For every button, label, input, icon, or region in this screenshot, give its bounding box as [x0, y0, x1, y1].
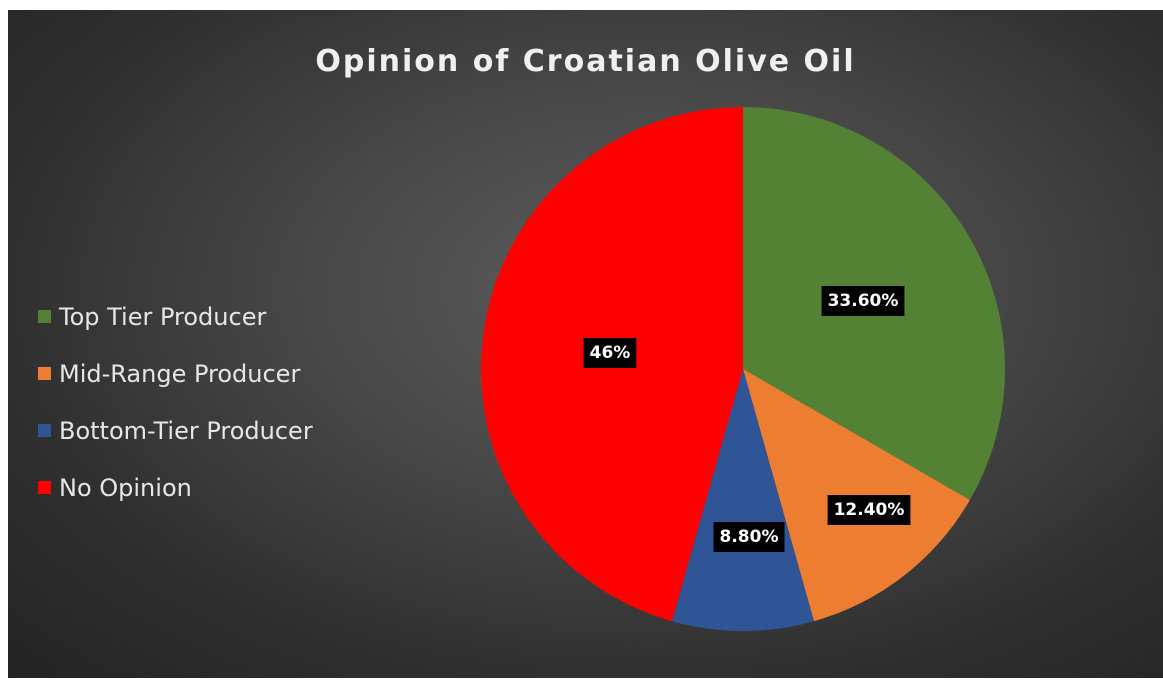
data-label-text: 46% [590, 343, 631, 363]
legend-item-bottom-tier: Bottom-Tier Producer [38, 402, 313, 459]
data-label: 12.40% [827, 495, 911, 525]
chart-area: Opinion of Croatian Olive Oil Top Tier P… [8, 10, 1163, 678]
data-label-box [827, 495, 911, 525]
chart-title: Opinion of Croatian Olive Oil [315, 44, 856, 79]
data-label: 46% [583, 338, 637, 368]
data-label-box [821, 286, 905, 316]
legend-item-no-opinion: No Opinion [38, 459, 313, 516]
data-label-box [583, 338, 637, 368]
data-label-text: 33.60% [828, 291, 899, 311]
legend-item-mid-range: Mid-Range Producer [38, 345, 313, 402]
legend-label: No Opinion [59, 473, 192, 502]
pie-chart: 33.60% 12.40% 8.80% 46% [480, 106, 1006, 632]
legend-label: Bottom-Tier Producer [59, 416, 313, 445]
data-label-text: 8.80% [720, 527, 779, 547]
legend-item-top-tier: Top Tier Producer [38, 288, 313, 345]
data-label-box [713, 522, 785, 552]
legend-label: Top Tier Producer [59, 302, 267, 331]
legend-swatch [38, 481, 51, 494]
data-label: 8.80% [713, 522, 785, 552]
legend: Top Tier Producer Mid-Range Producer Bot… [38, 288, 313, 516]
legend-swatch [38, 310, 51, 323]
legend-label: Mid-Range Producer [59, 359, 301, 388]
pie-slice [672, 369, 814, 632]
legend-swatch [38, 424, 51, 437]
data-label-text: 12.40% [834, 500, 905, 520]
legend-swatch [38, 367, 51, 380]
data-label: 33.60% [821, 286, 905, 316]
